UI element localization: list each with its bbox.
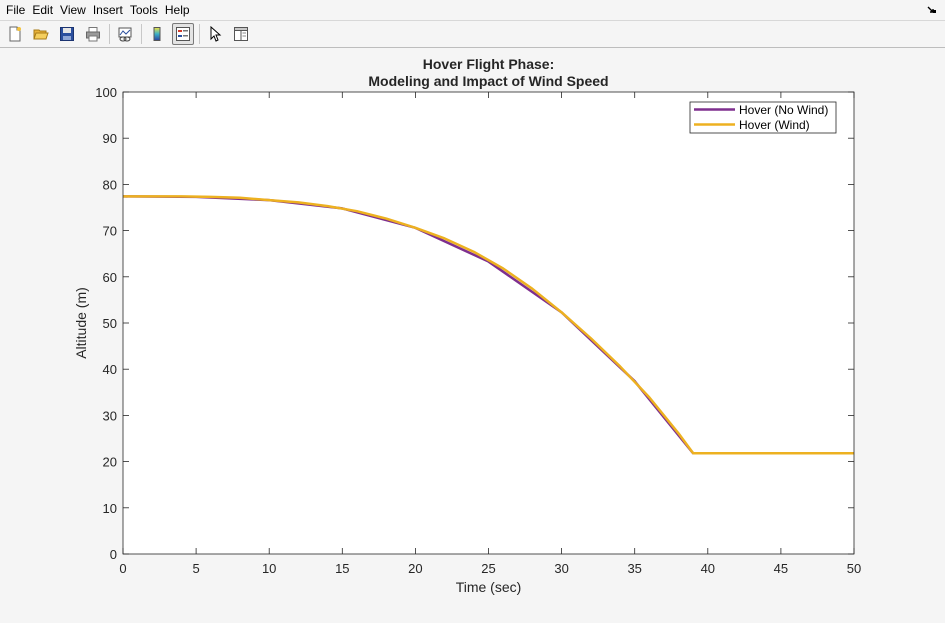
new-figure-icon <box>9 26 21 42</box>
x-axis-label: Time (sec) <box>456 579 522 595</box>
figure-canvas: Hover Flight Phase: Modeling and Impact … <box>0 48 945 618</box>
menu-edit[interactable]: Edit <box>32 3 54 17</box>
open-file-icon <box>33 29 49 40</box>
property-editor-icon <box>234 27 248 41</box>
y-tick-label-20: 20 <box>103 455 117 470</box>
x-tick-label-45: 45 <box>774 561 788 576</box>
x-tick-label-20: 20 <box>408 561 422 576</box>
edit-plot-button[interactable] <box>204 23 226 45</box>
print-button[interactable] <box>82 23 104 45</box>
y-tick-label-80: 80 <box>103 177 117 192</box>
series-line-1[interactable] <box>123 195 854 455</box>
menu-tools[interactable]: Tools <box>129 3 158 17</box>
x-tick-label-10: 10 <box>262 561 276 576</box>
property-editor-button[interactable] <box>230 23 252 45</box>
menu-insert[interactable]: Insert <box>92 3 123 17</box>
x-tick-label-35: 35 <box>627 561 641 576</box>
legend[interactable]: Hover (No Wind) Hover (Wind) <box>689 101 837 134</box>
y-tick-label-10: 10 <box>103 501 117 516</box>
menu-file[interactable]: File <box>6 3 26 17</box>
open-file-button[interactable] <box>30 23 52 45</box>
new-figure-button[interactable] <box>4 23 26 45</box>
x-tick-label-25: 25 <box>481 561 495 576</box>
toolbar-separator <box>109 24 110 44</box>
y-tick-label-40: 40 <box>103 362 117 377</box>
figure-toolbar <box>0 20 945 48</box>
y-tick-label-90: 90 <box>103 131 117 146</box>
menu-help[interactable]: Help <box>164 3 190 17</box>
x-tick-label-30: 30 <box>554 561 568 576</box>
x-tick-label-5: 5 <box>192 561 199 576</box>
hover-altitude-chart[interactable]: Hover Flight Phase: Modeling and Impact … <box>0 48 945 618</box>
print-icon <box>86 27 100 42</box>
legend-box <box>689 101 837 134</box>
menu-view[interactable]: View <box>60 3 86 17</box>
y-tick-label-100: 100 <box>95 85 117 100</box>
legend-button[interactable] <box>172 23 194 45</box>
dock-figure-icon[interactable] <box>927 4 937 14</box>
y-tick-label-50: 50 <box>103 316 117 331</box>
link-plot-icon <box>118 27 132 42</box>
save-button[interactable] <box>56 23 78 45</box>
plot-area <box>123 92 854 554</box>
x-tick-label-15: 15 <box>335 561 349 576</box>
x-tick-label-50: 50 <box>847 561 861 576</box>
axes-box <box>122 91 855 555</box>
menu-bar: File Edit View Insert Tools Help <box>0 0 945 20</box>
link-plot-button[interactable] <box>114 23 136 45</box>
chart-title-line-1: Hover Flight Phase: <box>423 56 554 72</box>
edit-plot-arrow-icon <box>210 26 222 42</box>
toolbar-separator <box>199 24 200 44</box>
colorbar-button[interactable] <box>146 23 168 45</box>
legend-icon <box>176 27 190 41</box>
y-tick-label-70: 70 <box>103 224 117 239</box>
save-icon <box>60 27 74 41</box>
y-tick-label-0: 0 <box>110 547 117 562</box>
x-tick-label-0: 0 <box>119 561 126 576</box>
y-axis-label: Altitude (m) <box>73 287 89 359</box>
x-tick-label-40: 40 <box>701 561 715 576</box>
legend-label-wind: Hover (Wind) <box>739 118 810 132</box>
toolbar-separator <box>141 24 142 44</box>
y-tick-label-30: 30 <box>103 408 117 423</box>
chart-title-line-2: Modeling and Impact of Wind Speed <box>368 73 608 89</box>
colorbar-icon <box>153 27 161 41</box>
legend-label-no-wind: Hover (No Wind) <box>739 103 828 117</box>
y-tick-label-60: 60 <box>103 270 117 285</box>
